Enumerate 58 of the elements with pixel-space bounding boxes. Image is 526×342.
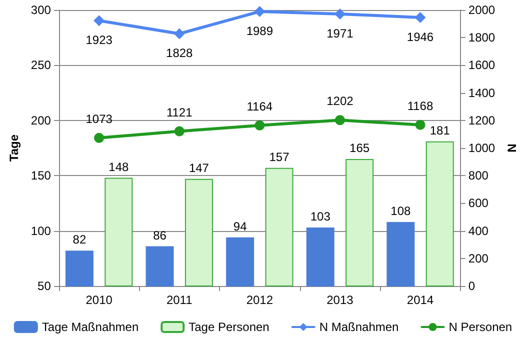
data-label: 86: [153, 228, 167, 242]
data-label: 165: [350, 141, 370, 156]
legend-label: Tage Personen: [188, 320, 270, 334]
data-label: 1828: [166, 46, 194, 60]
point: [94, 15, 105, 26]
legend-label: Tage Maßnahmen: [42, 320, 139, 334]
y2-tick-label: 800: [468, 168, 489, 183]
y-tick-label: 200: [30, 113, 52, 128]
y2-tick-label: 1000: [468, 141, 496, 155]
data-label: 1989: [246, 24, 274, 38]
data-label: 82: [72, 232, 86, 247]
data-label: 157: [269, 150, 290, 164]
y-tick-label: 300: [30, 3, 52, 17]
data-label: 1073: [86, 112, 113, 126]
legend-label: N Personen: [448, 320, 512, 334]
y2-tick-label: 400: [468, 224, 489, 238]
point: [414, 12, 426, 23]
y-tick-label: 150: [30, 168, 52, 183]
point: [254, 6, 266, 18]
point: [415, 120, 426, 130]
point: [334, 8, 346, 20]
y-tick-label: 100: [30, 224, 52, 238]
x-tick-label: 2010: [86, 293, 113, 307]
y2-tick-label: 1800: [468, 30, 496, 45]
x-tick-label: 2011: [166, 293, 193, 307]
data-label: 148: [108, 160, 129, 174]
data-label: 181: [430, 123, 450, 138]
y2-tick-label: 200: [468, 251, 489, 266]
point: [174, 28, 185, 40]
data-label: 1202: [326, 94, 354, 108]
y2-tick-label: 2000: [468, 3, 496, 17]
data-label: 103: [310, 209, 331, 224]
x-tick-label: 2014: [406, 293, 434, 307]
data-label: 108: [390, 204, 411, 218]
data-label: 1121: [166, 105, 193, 120]
y2-tick-label: 1600: [468, 58, 496, 72]
y2-tick-label: 1200: [468, 113, 496, 128]
data-label: 147: [188, 160, 210, 175]
y2-tick-label: 0: [468, 279, 476, 293]
point: [254, 120, 265, 130]
y-tick-label: 250: [30, 58, 52, 72]
y-axis-title: Tage: [7, 134, 21, 162]
data-label: 1923: [86, 33, 113, 48]
y2-tick-label: 600: [468, 196, 489, 210]
data-label: 1971: [326, 26, 354, 40]
data-label: 1164: [246, 99, 273, 114]
point: [334, 115, 345, 126]
data-label: 1946: [406, 30, 434, 44]
x-tick-label: 2013: [326, 293, 354, 307]
point: [94, 132, 104, 143]
y2-axis-title: N: [505, 144, 519, 152]
y2-tick-label: 1400: [468, 86, 496, 100]
x-tick-label: 2012: [246, 293, 274, 307]
data-label: 94: [233, 219, 248, 234]
legend-label: N Maßnahmen: [319, 320, 399, 334]
data-label: 1168: [407, 98, 434, 113]
y-tick-label: 50: [38, 279, 52, 293]
point: [174, 126, 184, 136]
